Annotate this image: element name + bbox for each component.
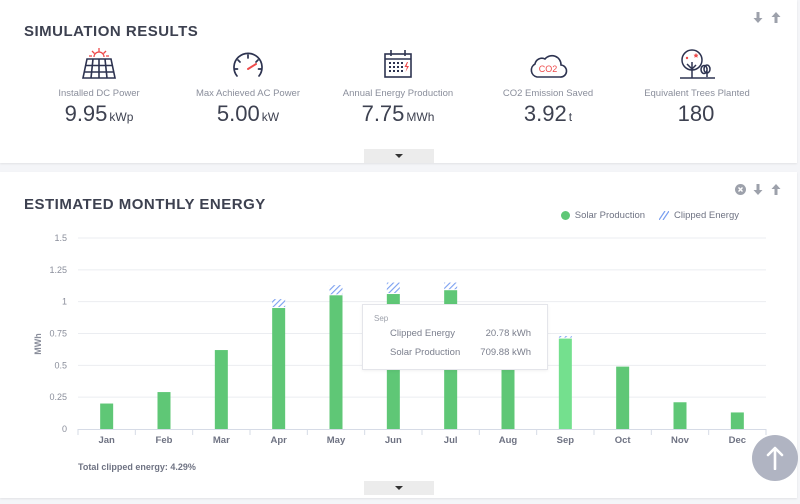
green-dot-icon [560, 211, 570, 220]
x-tick-label: Aug [499, 435, 518, 446]
simulation-results-card: SIMULATION RESULTS [0, 0, 797, 163]
stat-number: 9.95 [64, 101, 108, 126]
stat-number: 3.92 [523, 101, 567, 126]
legend-clipped-energy[interactable]: Clipped Energy [659, 210, 739, 221]
bar-solar-jan[interactable] [100, 403, 114, 429]
stat-label: Equivalent Trees Planted [644, 88, 750, 99]
stat-unit: kWp [109, 110, 134, 124]
stat-annual-energy: Annual Energy Production 7.75 MWh [313, 46, 483, 127]
x-tick-label: May [327, 435, 346, 446]
tooltip-value: 709.88 kWh [480, 347, 531, 358]
monthly-energy-card: ESTIMATED MONTHLY ENERGY 0 0.25 0.5 0.75 1 1.… [0, 172, 797, 498]
total-clipped-energy: Total clipped energy: 4.29% [78, 462, 196, 472]
co2-icon-text: CO2 [539, 64, 558, 74]
stat-unit: t [568, 110, 573, 124]
tooltip-row-clipped: Clipped Energy 20.78 kWh [390, 328, 531, 339]
bar-solar-nov[interactable] [673, 402, 687, 429]
arrow-down-icon[interactable] [753, 12, 765, 24]
x-tick-label: Apr [270, 435, 287, 446]
x-tick-label: Jul [444, 435, 458, 446]
stat-max-ac-power: Max Achieved AC Power 5.00 kW [163, 46, 333, 127]
stat-unit: MWh [406, 110, 435, 124]
x-tick-label: Oct [615, 435, 632, 446]
stat-trees-planted: Equivalent Trees Planted 180 [612, 46, 782, 127]
stat-number: 180 [677, 101, 715, 126]
y-tick-label: 1 [62, 297, 67, 307]
y-tick-label: 0.75 [49, 329, 67, 339]
tooltip-label: Solar Production [390, 347, 461, 358]
tooltip-value: 20.78 kWh [485, 328, 531, 339]
stat-unit: kW [261, 110, 280, 124]
arrow-up-icon [766, 446, 784, 470]
x-tick-label: Mar [213, 435, 230, 446]
simulation-results-title: SIMULATION RESULTS [24, 23, 199, 40]
legend-label: Clipped Energy [674, 210, 739, 221]
y-tick-label: 0.5 [54, 360, 67, 370]
x-tick-label: Sep [557, 435, 575, 446]
bar-solar-may[interactable] [329, 295, 343, 429]
stat-label: Max Achieved AC Power [195, 88, 301, 99]
legend-solar-production[interactable]: Solar Production [560, 210, 646, 221]
stat-co2-saved: CO2 CO2 Emission Saved 3.92 t [463, 46, 633, 127]
bar-clipped-jul[interactable] [444, 282, 458, 290]
close-circle-icon[interactable] [735, 184, 747, 196]
tooltip-row-solar: Solar Production 709.88 kWh [390, 347, 531, 358]
arrow-up-icon[interactable] [771, 184, 783, 196]
bar-solar-mar[interactable] [214, 350, 228, 429]
solar-panel-icon [82, 48, 116, 79]
chart-tooltip: Sep Clipped Energy 20.78 kWh Solar Produ… [362, 304, 548, 370]
stat-number: 7.75 [361, 101, 405, 126]
y-tick-label: 0.25 [49, 392, 67, 402]
y-axis-label: MWh [33, 333, 43, 355]
stat-label: CO2 Emission Saved [502, 88, 594, 99]
speedometer-icon [233, 52, 263, 77]
stat-value: 5.00 kW [163, 101, 333, 127]
card-controls [753, 12, 783, 24]
bar-solar-feb[interactable] [157, 392, 171, 429]
x-tick-label: Feb [156, 435, 173, 446]
hatch-icon [659, 211, 670, 220]
bar-clipped-may[interactable] [329, 285, 343, 295]
scroll-to-top-button[interactable] [752, 435, 798, 481]
collapse-toggle-button[interactable] [364, 149, 434, 163]
bar-solar-apr[interactable] [272, 308, 286, 429]
stat-value: 9.95 kWp [14, 101, 184, 127]
stat-number: 5.00 [216, 101, 260, 126]
y-tick-label: 0 [62, 424, 67, 434]
tooltip-label: Clipped Energy [390, 328, 455, 339]
bar-clipped-jun[interactable] [386, 282, 400, 294]
trees-icon [680, 49, 715, 79]
stat-label: Installed DC Power [58, 88, 140, 99]
arrow-up-icon[interactable] [771, 12, 783, 24]
bar-solar-dec[interactable] [730, 412, 744, 429]
stat-value: 3.92 t [463, 101, 633, 127]
stat-value: 7.75 MWh [313, 101, 483, 127]
stat-value: 180 [612, 101, 782, 127]
calendar-energy-icon [384, 50, 412, 78]
legend-label: Solar Production [574, 210, 646, 221]
caret-down-icon [395, 486, 403, 490]
tooltip-month: Sep [374, 314, 389, 323]
x-tick-label: Jun [385, 435, 402, 446]
bar-solar-oct[interactable] [616, 366, 630, 429]
y-tick-label: 1.5 [54, 233, 67, 243]
monthly-energy-title: ESTIMATED MONTHLY ENERGY [24, 196, 266, 213]
bar-clipped-apr[interactable] [272, 299, 286, 308]
co2-cloud-icon: CO2 [530, 54, 568, 78]
stat-installed-dc-power: Installed DC Power 9.95 kWp [14, 46, 184, 127]
caret-down-icon [395, 154, 403, 158]
bar-clipped-sep[interactable] [558, 336, 572, 338]
collapse-toggle-button[interactable] [364, 481, 434, 495]
x-tick-label: Dec [729, 435, 746, 446]
stat-label: Annual Energy Production [342, 88, 454, 99]
y-tick-label: 1.25 [49, 265, 67, 275]
x-tick-label: Nov [671, 435, 690, 446]
arrow-down-icon[interactable] [753, 184, 765, 196]
chart-legend: Solar Production Clipped Energy [560, 210, 739, 221]
x-tick-label: Jan [98, 435, 115, 446]
bar-solar-sep[interactable] [558, 338, 572, 429]
card-controls [735, 184, 783, 196]
